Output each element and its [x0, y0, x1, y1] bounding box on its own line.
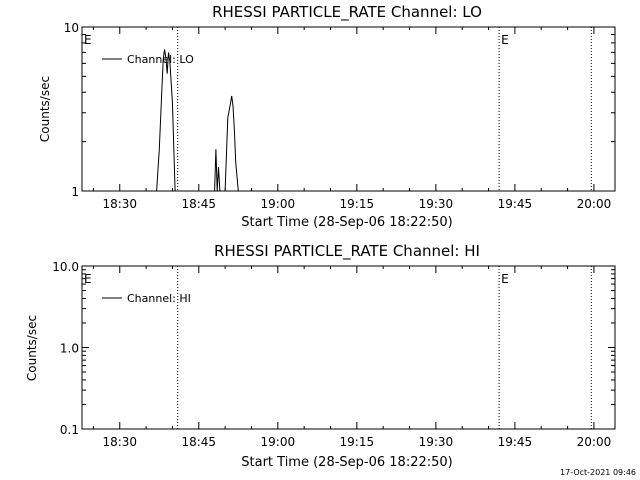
x-tick-label: 18:30: [102, 435, 137, 449]
y-tick-label: 1: [71, 185, 79, 199]
x-axis: 18:30 18:45 19:00 19:15 19:30 19:45 20:00: [92, 27, 612, 211]
x-tick-label: 19:45: [498, 435, 533, 449]
y-axis-label: Counts/sec: [38, 76, 52, 142]
plot-frame: [81, 26, 616, 192]
footer-timestamp: 17-Oct-2021 09:46: [560, 468, 636, 477]
x-tick-label: 19:00: [261, 435, 296, 449]
legend-label: Channel: HI: [127, 292, 191, 305]
x-tick-label: 19:00: [261, 197, 296, 211]
y-axis: 0.1 1.0 10.0: [52, 260, 615, 437]
legend-label: Channel: LO: [127, 53, 194, 66]
x-tick-label: 20:00: [577, 197, 612, 211]
y-axis-label: Counts/sec: [25, 315, 39, 381]
x-tick-label: 18:45: [181, 435, 216, 449]
x-axis-label: Start Time (28-Sep-06 18:22:50): [241, 455, 452, 470]
x-tick-label: 18:45: [181, 197, 216, 211]
hi-channel-panel: RHESSI PARTICLE_RATE Channel: HI 0.1 1.0 1…: [25, 242, 616, 470]
y-tick-label: 10: [64, 21, 79, 35]
event-marker-label: E: [501, 272, 509, 286]
event-marker-label: E: [84, 33, 92, 47]
x-axis: 18:30 18:45 19:00 19:15 19:30 19:45 20:00: [92, 266, 612, 449]
y-tick-label: 1.0: [60, 342, 79, 356]
chart-title: RHESSI PARTICLE_RATE Channel: LO: [212, 3, 482, 22]
event-marker-label: E: [501, 33, 509, 47]
x-tick-label: 20:00: [577, 435, 612, 449]
lo-channel-panel: RHESSI PARTICLE_RATE Channel: LO 1 10 18:…: [38, 3, 616, 230]
x-tick-label: 18:30: [102, 197, 137, 211]
series-group: [154, 49, 241, 192]
series-line: [154, 49, 241, 192]
x-tick-label: 19:45: [498, 197, 533, 211]
x-tick-label: 19:30: [419, 435, 454, 449]
y-axis: 1 10: [64, 21, 615, 199]
event-marker-label: E: [84, 272, 92, 286]
x-tick-label: 19:15: [340, 197, 375, 211]
y-tick-label: 0.1: [60, 423, 79, 437]
x-tick-label: 19:15: [340, 435, 375, 449]
x-tick-label: 19:30: [419, 197, 454, 211]
x-axis-label: Start Time (28-Sep-06 18:22:50): [241, 215, 452, 230]
chart-title: RHESSI PARTICLE_RATE Channel: HI: [214, 242, 480, 261]
y-tick-label: 10.0: [52, 260, 79, 274]
